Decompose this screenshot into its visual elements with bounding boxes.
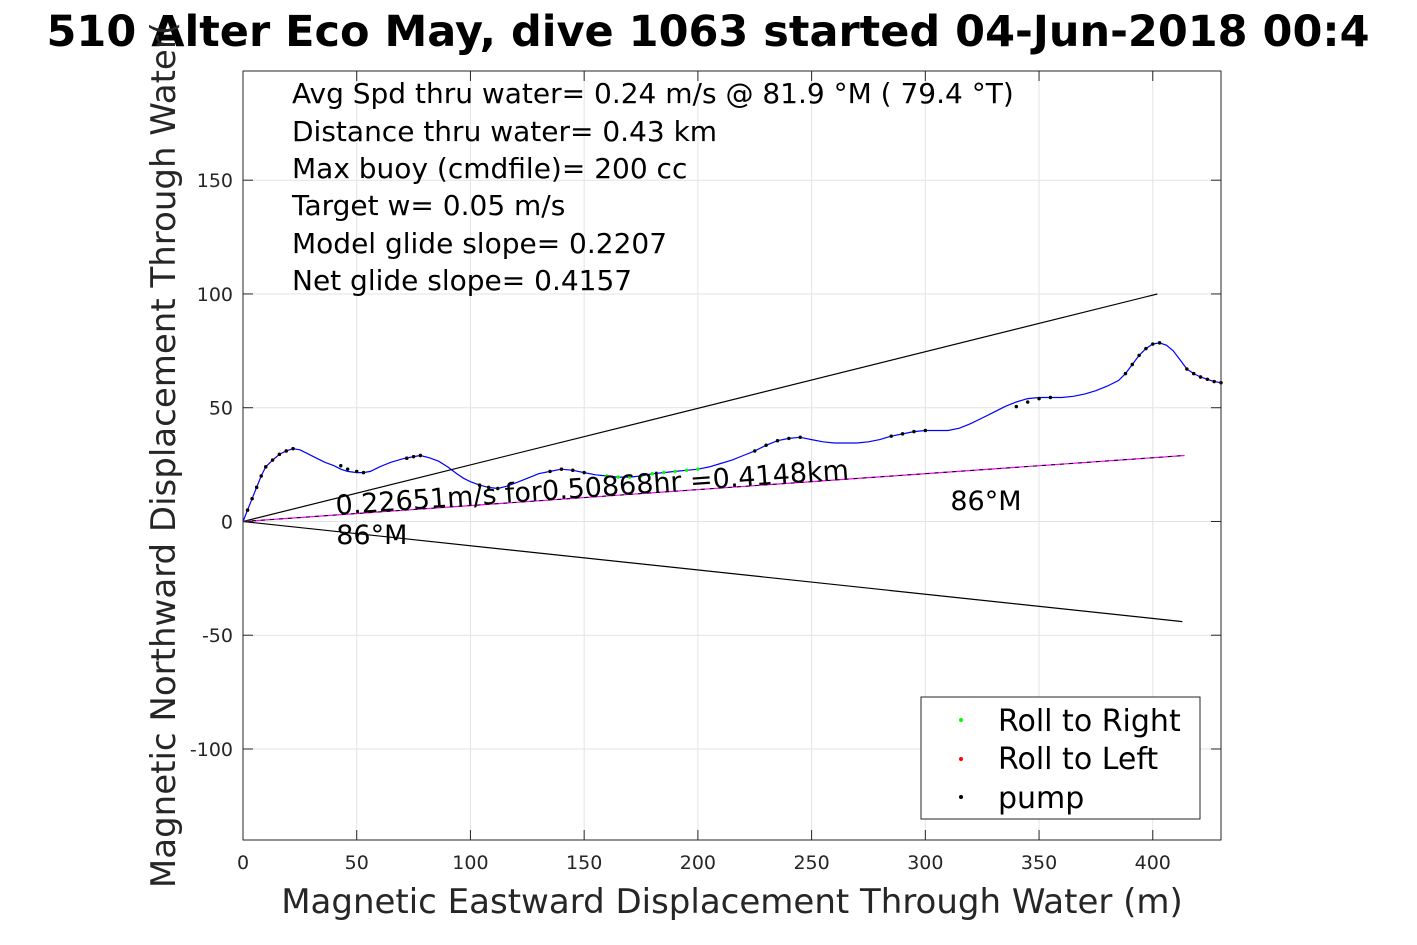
point-roll-to-right — [605, 474, 609, 478]
x-tick-label: 100 — [452, 852, 488, 874]
points-layer — [245, 341, 1223, 512]
point-pump — [582, 470, 586, 475]
point-pump — [245, 508, 250, 512]
point-pump — [496, 486, 500, 491]
point-pump — [1198, 375, 1203, 379]
point-pump — [284, 449, 288, 453]
point-pump — [559, 467, 564, 471]
x-tick-label: 250 — [793, 852, 829, 874]
point-pump — [1048, 395, 1053, 400]
x-axis-label: Magnetic Eastward Displacement Through W… — [281, 882, 1183, 922]
point-pump — [250, 497, 254, 501]
legend-marker-pump — [959, 795, 963, 799]
point-pump — [254, 485, 259, 490]
point-pump — [277, 452, 282, 457]
point-pump — [889, 434, 893, 438]
tick-labels: 0 50 100 150 200 250 300 350 400 -100 -50 0 50 100 150 — [190, 170, 1171, 874]
point-pump — [339, 464, 343, 468]
y-tick-label: 100 — [197, 284, 233, 306]
point-pump — [571, 468, 575, 472]
legend-label-roll-left: Roll to Left — [998, 742, 1158, 777]
point-roll-to-right — [696, 467, 700, 471]
point-pump — [1157, 341, 1162, 345]
point-pump — [1192, 371, 1196, 376]
point-pump — [355, 469, 359, 474]
point-pump — [1130, 362, 1134, 367]
point-pump — [753, 449, 757, 453]
legend-marker-roll-right — [959, 718, 963, 722]
series-heading-line-dashed — [242, 455, 1185, 522]
y-tick-label: 50 — [209, 398, 233, 420]
point-pump — [361, 470, 366, 475]
legend-marker-roll-left — [959, 757, 963, 761]
x-tick-label: 0 — [237, 852, 249, 874]
annotation-2: 86°M — [950, 486, 1021, 517]
info-model-glide-slope: Model glide slope= 0.2207 — [292, 227, 667, 260]
info-max-buoy: Max buoy (cmdfile)= 200 cc — [292, 152, 687, 185]
point-pump — [1123, 371, 1128, 376]
annotation-1: 86°M — [336, 520, 407, 551]
point-pump — [291, 446, 295, 451]
y-axis-label: Magnetic Northward Displacement Through … — [144, 22, 184, 888]
point-roll-to-right — [616, 475, 620, 479]
info-avg-speed: Avg Spd thru water= 0.24 m/s @ 81.9 °M (… — [292, 77, 1014, 110]
x-tick-label: 150 — [566, 852, 602, 874]
point-pump — [798, 435, 802, 439]
point-pump — [477, 483, 482, 487]
y-tick-label: -50 — [202, 625, 233, 647]
x-tick-label: 200 — [680, 852, 716, 874]
info-text-block: Avg Spd thru water= 0.24 m/s @ 81.9 °M (… — [291, 77, 1014, 297]
chart-title: 510 Alter Eco May, dive 1063 started 04-… — [46, 7, 1369, 57]
point-pump — [1037, 396, 1041, 401]
x-tick-label: 50 — [345, 852, 369, 874]
plot-frame — [242, 70, 1222, 841]
point-pump — [486, 485, 491, 490]
series-envelope-lower — [242, 520, 1183, 623]
x-tick-label: 300 — [907, 852, 943, 874]
point-pump — [548, 469, 552, 474]
point-pump — [912, 429, 916, 434]
point-pump — [405, 456, 409, 460]
point-pump — [270, 458, 275, 462]
point-roll-to-right — [662, 470, 666, 475]
point-pump — [345, 467, 350, 471]
point-pump — [1025, 400, 1030, 404]
point-pump — [1185, 367, 1189, 371]
point-pump — [764, 443, 768, 447]
point-pump — [418, 453, 423, 458]
y-tick-label: 150 — [197, 170, 233, 192]
point-pump — [1151, 342, 1155, 346]
legend: Roll to Right Roll to Left pump — [920, 696, 1201, 820]
point-pump — [787, 436, 791, 441]
point-roll-to-right — [627, 475, 632, 479]
legend-box — [920, 696, 1201, 820]
point-roll-to-right — [639, 474, 643, 478]
y-tick-label: 0 — [221, 511, 233, 533]
point-pump — [264, 465, 268, 469]
point-pump — [1212, 379, 1216, 384]
point-pump — [775, 439, 780, 443]
point-pump — [1144, 346, 1148, 351]
point-pump — [923, 428, 928, 433]
point-pump — [1205, 377, 1210, 381]
info-distance: Distance thru water= 0.43 km — [292, 115, 717, 148]
info-target-w: Target w= 0.05 m/s — [291, 189, 565, 222]
legend-label-roll-right: Roll to Right — [998, 704, 1181, 739]
point-pump — [259, 474, 263, 478]
point-pump — [900, 432, 905, 436]
point-roll-to-right — [673, 469, 677, 474]
point-pump — [1014, 404, 1019, 409]
point-roll-to-right — [684, 468, 689, 472]
legend-label-pump: pump — [998, 781, 1084, 816]
x-tick-label: 350 — [1021, 852, 1057, 874]
y-tick-label: -100 — [190, 739, 233, 761]
point-pump — [1137, 353, 1141, 358]
point-roll-to-right — [650, 472, 655, 476]
point-pump — [411, 454, 416, 459]
info-net-glide-slope: Net glide slope= 0.4157 — [292, 264, 632, 297]
x-tick-label: 400 — [1135, 852, 1171, 874]
series-envelope-upper — [242, 293, 1158, 523]
ticks — [242, 71, 1221, 840]
